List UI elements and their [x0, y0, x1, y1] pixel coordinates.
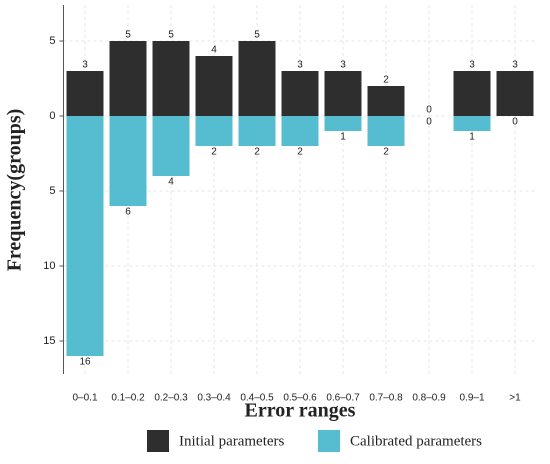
- y-tick-label: 10: [43, 260, 55, 272]
- legend-swatch: [147, 430, 169, 452]
- bar: [152, 41, 190, 116]
- bar: [453, 116, 491, 131]
- y-axis-title: Frequency(groups): [4, 109, 26, 272]
- bar: [195, 56, 233, 116]
- bar: [109, 41, 147, 116]
- x-tick-label: 0.8–0.9: [412, 393, 446, 404]
- bar: [195, 116, 233, 146]
- x-tick-label: 0.6–0.7: [326, 393, 360, 404]
- x-axis-title: Error ranges: [245, 400, 356, 422]
- bar: [109, 116, 147, 206]
- bar: [281, 116, 319, 146]
- data-label: 3: [469, 60, 475, 71]
- data-label: 2: [297, 147, 303, 158]
- legend-label: Calibrated parameters: [350, 433, 482, 449]
- legend-swatch: [318, 430, 340, 452]
- data-label: 3: [512, 60, 518, 71]
- x-tick-label: 0.5–0.6: [283, 393, 317, 404]
- x-tick-label: >1: [509, 393, 521, 404]
- y-tick-label: 5: [49, 185, 55, 197]
- data-label: 1: [340, 132, 346, 143]
- data-label: 1: [469, 132, 475, 143]
- data-label: 16: [79, 357, 91, 368]
- bar: [367, 116, 405, 146]
- bar: [453, 71, 491, 116]
- data-label: 3: [297, 60, 303, 71]
- bar: [324, 71, 362, 116]
- data-label: 0: [512, 117, 518, 128]
- x-tick-label: 0.7–0.8: [369, 393, 403, 404]
- y-tick-label: 0: [49, 110, 55, 122]
- x-tick-label: 0.9–1: [459, 393, 484, 404]
- data-label: 4: [168, 177, 174, 188]
- x-tick-label: 0.2–0.3: [154, 393, 188, 404]
- data-label: 2: [254, 147, 260, 158]
- data-label: 2: [383, 147, 389, 158]
- y-tick-label: 5: [49, 35, 55, 47]
- data-label: 0: [426, 105, 432, 116]
- data-label: 2: [211, 147, 217, 158]
- x-tick-label: 0–0.1: [72, 393, 97, 404]
- data-label: 4: [211, 45, 217, 56]
- data-label: 0: [426, 117, 432, 128]
- bar: [367, 86, 405, 116]
- data-label: 3: [340, 60, 346, 71]
- data-label: 6: [125, 207, 131, 218]
- data-label: 2: [383, 75, 389, 86]
- x-tick-label: 0.3–0.4: [197, 393, 231, 404]
- bar: [66, 71, 104, 116]
- data-label: 5: [125, 30, 131, 41]
- x-tick-label: 0.4–0.5: [240, 393, 274, 404]
- bar: [238, 41, 276, 116]
- bar: [66, 116, 104, 356]
- bar: [324, 116, 362, 131]
- bar: [496, 71, 534, 116]
- data-label: 5: [168, 30, 174, 41]
- bar: [281, 71, 319, 116]
- legend-label: Initial parameters: [179, 433, 285, 449]
- data-label: 5: [254, 30, 260, 41]
- x-tick-label: 0.1–0.2: [111, 393, 145, 404]
- y-tick-label: 15: [43, 335, 55, 347]
- bar: [238, 116, 276, 146]
- bar: [152, 116, 190, 176]
- data-label: 3: [82, 60, 88, 71]
